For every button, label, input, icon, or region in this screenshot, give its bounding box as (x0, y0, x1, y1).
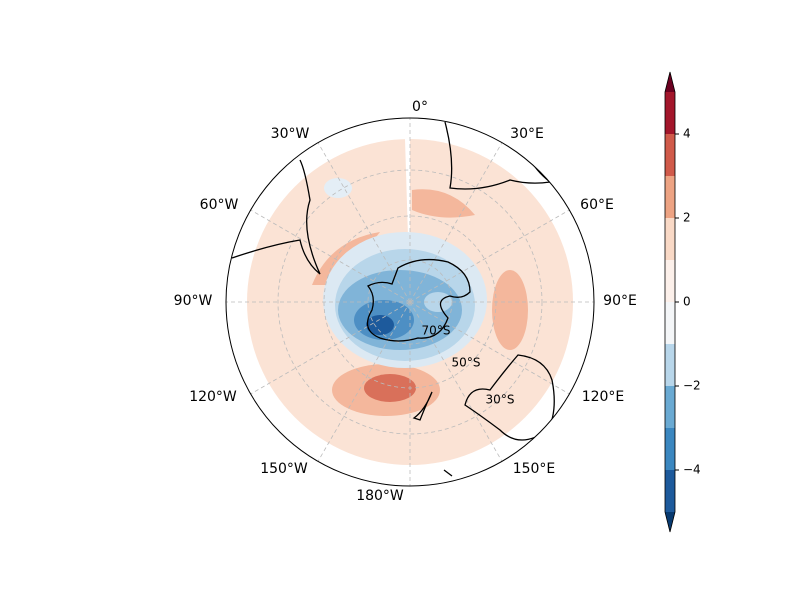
lon-label: 30°W (271, 126, 310, 142)
lat-label: 70°S (422, 324, 451, 338)
colorbar-outline (664, 71, 676, 533)
meridian (250, 301, 411, 395)
meridian (409, 209, 570, 303)
colorbar-segment (665, 344, 675, 386)
colorbar-segment (665, 134, 675, 176)
lon-label: 180°W (356, 488, 404, 504)
meridian (409, 301, 503, 462)
field-blob (412, 189, 475, 218)
lat-label: 50°S (452, 356, 481, 370)
lon-label: 150°W (260, 461, 308, 477)
colorbar-segment (665, 92, 675, 134)
lon-label: 90°W (174, 293, 213, 309)
colorbar-segment (665, 218, 675, 260)
colorbar-tick-label: −2 (683, 379, 701, 393)
colorbar-segment (665, 470, 675, 512)
colorbar-tick-label: −4 (683, 463, 701, 477)
map-field (226, 118, 594, 486)
lon-label: 0° (412, 99, 428, 115)
meridian (409, 301, 570, 395)
lon-label: 120°E (582, 389, 625, 405)
meridian (317, 301, 411, 462)
colorbar-segment (665, 302, 675, 344)
coastline (412, 391, 433, 421)
colorbar-segment (665, 386, 675, 428)
colorbar-tick-label: 0 (683, 295, 691, 309)
colorbar-segment (665, 260, 675, 302)
coastline (464, 354, 555, 441)
lat-label: 30°S (486, 393, 515, 407)
lon-label: 150°E (513, 461, 556, 477)
field-blob (366, 315, 394, 335)
meridians (226, 118, 594, 486)
lon-label: 30°E (510, 126, 544, 142)
coastline (366, 258, 471, 342)
colorbar-extend (665, 512, 675, 532)
colorbar-segment (665, 428, 675, 470)
coastline (443, 469, 453, 477)
colorbar-tick-label: 4 (683, 127, 691, 141)
graticule (277, 169, 543, 435)
colorbar-extend (665, 72, 675, 92)
coastline (444, 121, 552, 190)
field-blob (492, 270, 528, 350)
lon-label: 90°E (603, 293, 637, 309)
colorbar: −4 −2 0 2 4 (664, 71, 701, 533)
coastline (231, 159, 321, 275)
field-blob (324, 178, 352, 198)
colorbar-tick-label: 2 (683, 211, 691, 225)
lon-label: 60°E (580, 197, 614, 213)
map-frame (225, 117, 595, 487)
lon-label: 60°W (200, 197, 239, 213)
meridian (409, 142, 503, 303)
colorbar-segment (665, 176, 675, 218)
lon-label: 120°W (189, 389, 237, 405)
meridian (250, 209, 411, 303)
